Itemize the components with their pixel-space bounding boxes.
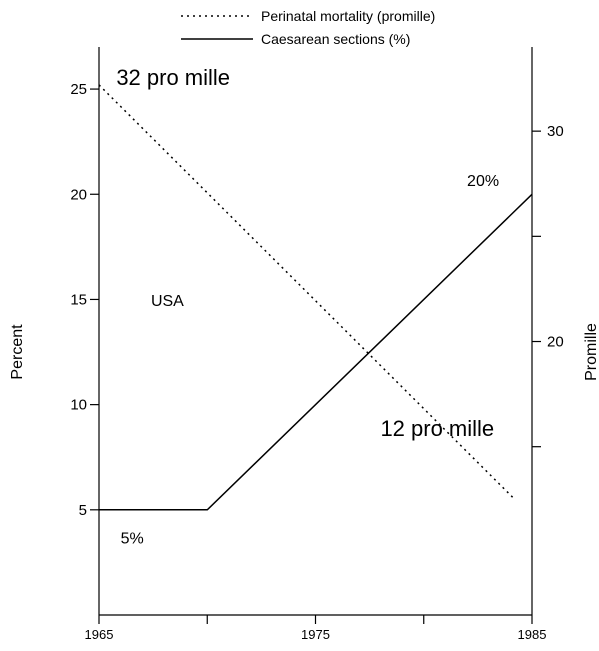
- series-line-perinatal-mortality: [98, 84, 516, 500]
- legend-label-perinatal-mortality: Perinatal mortality (promille): [261, 8, 435, 24]
- legend: Perinatal mortality (promille) Caesarean…: [181, 8, 435, 47]
- data-annotation: 32 pro mille: [116, 65, 230, 90]
- y-tick-label-left: 10: [70, 397, 87, 414]
- data-annotation: 12 pro mille: [380, 416, 494, 441]
- legend-label-caesarean-sections: Caesarean sections (%): [261, 31, 410, 47]
- plot-area: 1965 1975 1985 5 10 15 20 25 20 30 32 pro mille USA…: [70, 47, 564, 642]
- data-annotation: USA: [151, 293, 184, 310]
- y-tick-label-left: 25: [70, 81, 87, 98]
- y-axis-title-left: Percent: [9, 324, 26, 380]
- data-annotation: 20%: [467, 173, 499, 190]
- y-tick-label-right: 30: [547, 123, 564, 140]
- series-line-caesarean-sections: [99, 193, 533, 511]
- x-tick-label: 1985: [518, 627, 547, 642]
- y-tick-label-right: 20: [547, 334, 564, 351]
- y-tick-label-left: 5: [79, 502, 87, 519]
- x-tick-label: 1965: [85, 627, 114, 642]
- data-annotation: 5%: [121, 530, 144, 547]
- y-tick-label-left: 20: [70, 186, 87, 203]
- y-axis-title-right: Promille: [583, 323, 599, 381]
- y-tick-label-left: 15: [70, 291, 87, 308]
- x-tick-label: 1975: [301, 627, 330, 642]
